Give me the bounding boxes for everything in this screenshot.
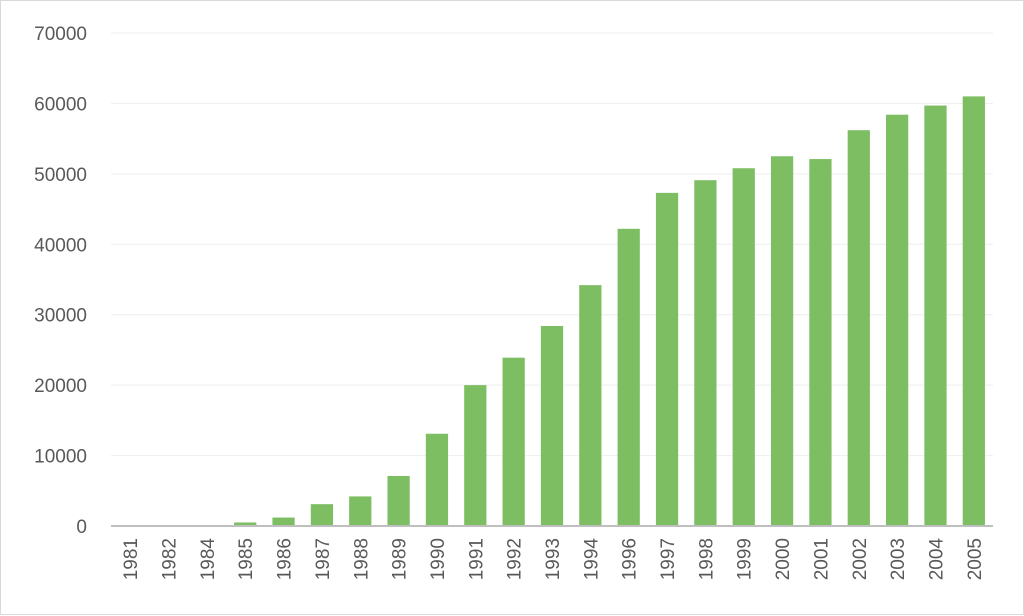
y-tick-label: 70000 [34, 24, 87, 45]
x-tick-label: 1997 [658, 538, 679, 580]
y-tick-label: 30000 [34, 306, 87, 327]
bar-2003 [886, 115, 908, 526]
x-tick-label: 2004 [926, 538, 947, 581]
x-tick-label: 2000 [773, 538, 794, 580]
y-tick-label: 20000 [34, 376, 87, 397]
y-tick-label: 0 [76, 517, 87, 538]
x-tick-label: 1999 [735, 538, 756, 580]
bar-1993 [541, 326, 563, 526]
x-tick-label: 1989 [390, 538, 411, 580]
x-tick-label: 1985 [236, 538, 257, 580]
bar-1999 [733, 168, 755, 526]
y-tick-label: 40000 [34, 235, 87, 256]
bar-2001 [809, 159, 831, 526]
x-tick-label: 1982 [160, 538, 181, 580]
bar-1986 [272, 518, 294, 526]
x-tick-label: 1988 [351, 538, 372, 580]
bar-1989 [387, 476, 409, 526]
bar-2000 [771, 156, 793, 526]
bar-1991 [464, 385, 486, 526]
bar-1990 [426, 434, 448, 526]
x-tick-label: 1994 [581, 538, 602, 581]
bar-2005 [963, 96, 985, 526]
bar-1992 [503, 358, 525, 526]
x-tick-label: 1992 [505, 538, 526, 580]
x-tick-label: 1993 [543, 538, 564, 580]
x-tick-label: 1987 [313, 538, 334, 580]
y-tick-label: 60000 [34, 94, 87, 115]
bar-1988 [349, 496, 371, 526]
x-tick-label: 1998 [696, 538, 717, 580]
x-tick-label: 2001 [811, 538, 832, 580]
bar-1997 [656, 193, 678, 526]
x-tick-label: 1986 [275, 538, 296, 580]
x-tick-label: 1984 [198, 538, 219, 581]
x-tick-label: 1990 [428, 538, 449, 580]
x-tick-label: 2005 [965, 538, 986, 580]
bar-1994 [579, 285, 601, 526]
x-tick-label: 1991 [466, 538, 487, 580]
bar-2004 [924, 106, 946, 526]
bar-1996 [618, 229, 640, 526]
bar-1998 [694, 180, 716, 526]
x-axis-ticks: 1981 1982 1984 1985 1986 1987 1988 1989 1990 1991… [121, 538, 986, 581]
x-tick-label: 1996 [620, 538, 641, 580]
x-tick-label: 2003 [888, 538, 909, 580]
bar-2002 [848, 130, 870, 526]
y-tick-label: 50000 [34, 165, 87, 186]
bars [119, 96, 985, 526]
x-tick-label: 1981 [121, 538, 142, 580]
bar-1987 [311, 504, 333, 526]
y-tick-label: 10000 [34, 447, 87, 468]
x-tick-label: 2002 [850, 538, 871, 580]
y-axis-ticks: 0 10000 20000 30000 40000 50000 60000 70000 [34, 24, 87, 538]
